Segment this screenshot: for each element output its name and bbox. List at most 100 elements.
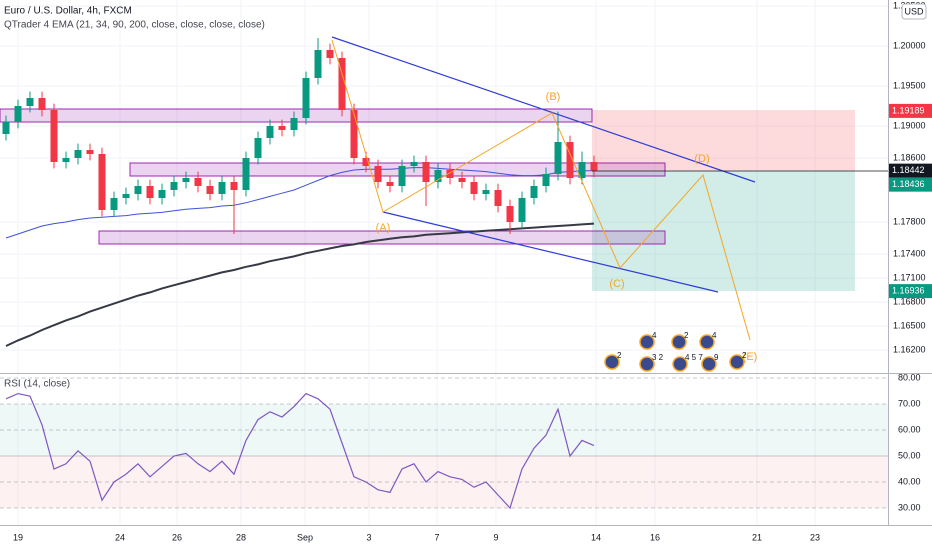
candle-body <box>494 190 502 206</box>
price-tag-label: 1.18442 <box>892 165 925 175</box>
grid <box>0 0 888 525</box>
candle-body <box>50 110 58 162</box>
y-tick-label: 1.17100 <box>893 272 926 282</box>
candle-body <box>530 186 538 198</box>
x-tick-label: 26 <box>172 532 182 542</box>
x-tick-label: 23 <box>810 532 820 542</box>
candle-body <box>386 182 394 186</box>
y-tick-label: 1.16200 <box>893 344 926 354</box>
event-icon[interactable] <box>604 354 620 370</box>
price-tag <box>889 163 932 178</box>
candle-body <box>98 154 106 210</box>
candle-body <box>554 142 562 174</box>
candle-body <box>218 182 226 194</box>
currency: USD <box>904 6 924 16</box>
rsi-tick-label: 40.00 <box>898 476 921 486</box>
candle-body <box>86 150 94 154</box>
x-tick-label: 7 <box>435 532 440 542</box>
candle-body <box>362 158 370 166</box>
event-icon[interactable] <box>699 334 715 350</box>
y-tick-label: 1.17800 <box>893 216 926 226</box>
event-count: 2 <box>742 351 747 360</box>
x-tick-label: 24 <box>115 532 125 542</box>
candle-body <box>506 206 514 222</box>
x-tick-label: 9 <box>493 532 498 542</box>
rsi-tick-label: 50.00 <box>898 450 921 460</box>
candle-body <box>182 178 190 182</box>
event-count: 2 <box>684 331 689 340</box>
candle-body <box>26 98 34 106</box>
candle-body <box>590 162 598 171</box>
price-tag <box>889 284 932 299</box>
event-icon[interactable] <box>701 356 717 372</box>
candle-body <box>326 50 334 58</box>
x-tick-label: 3 <box>366 532 371 542</box>
pattern-label: (D) <box>694 153 709 165</box>
candle-body <box>170 182 178 190</box>
rsi-tick-label: 70.00 <box>898 398 921 408</box>
candle-body <box>422 162 430 182</box>
candle-body <box>122 194 130 198</box>
candle-body <box>62 158 70 162</box>
ema-line <box>5 222 595 347</box>
x-tick-label: 21 <box>752 532 762 542</box>
candle-body <box>254 138 262 158</box>
indicator-legend: QTrader 4 EMA (21, 34, 90, 200, close, c… <box>4 20 265 31</box>
rsi-tick-label: 60.00 <box>898 424 921 434</box>
candle-body <box>374 166 382 182</box>
candle-body <box>410 162 418 166</box>
candle-body <box>158 190 166 198</box>
x-tick-label: 16 <box>650 532 660 542</box>
event-count: 9 <box>714 353 719 362</box>
event-count: 4 <box>712 331 717 340</box>
candle-body <box>518 198 526 222</box>
y-tick-label: 1.19000 <box>893 120 926 130</box>
candle-body <box>14 106 22 122</box>
x-tick-label: 28 <box>236 532 246 542</box>
candle-body <box>482 190 490 194</box>
candle-body <box>578 162 586 178</box>
event-icon[interactable] <box>729 354 745 370</box>
rsi-tick-label: 80.00 <box>898 372 921 382</box>
zone <box>98 230 666 245</box>
currency-box[interactable] <box>901 3 927 20</box>
event-icon[interactable] <box>672 356 688 372</box>
zone <box>129 162 666 177</box>
y-tick-label: 1.19500 <box>893 80 926 90</box>
stop-zone <box>592 110 855 171</box>
x-tick-label: Sep <box>297 532 313 542</box>
candle-body <box>566 142 574 178</box>
event-icon[interactable] <box>671 334 687 350</box>
pattern-label: (A) <box>376 222 391 234</box>
rsi-tick-label: 30.00 <box>898 502 921 512</box>
candles <box>2 38 598 234</box>
event-icon[interactable] <box>639 334 655 350</box>
rsi <box>5 392 595 510</box>
rsi-lower-band <box>0 456 888 508</box>
candle-body <box>542 174 550 186</box>
lines <box>5 167 595 347</box>
trendline <box>331 36 756 183</box>
candle-body <box>242 158 250 190</box>
candle-body <box>470 182 478 194</box>
candle-body <box>266 126 274 138</box>
candle-body <box>110 198 118 210</box>
ema-line <box>5 167 594 239</box>
candle-body <box>458 178 466 182</box>
candle-body <box>230 182 238 190</box>
candle-body <box>434 170 442 182</box>
candle-body <box>446 170 454 178</box>
candle-body <box>2 122 10 134</box>
pattern-label: (E) <box>743 351 758 363</box>
event-icon[interactable] <box>639 356 655 372</box>
y-tick-label: 1.18600 <box>893 152 926 162</box>
y-tick-label: 1.20000 <box>893 40 926 50</box>
chart-title: Euro / U.S. Dollar, 4h, FXCM <box>4 6 132 17</box>
candle-body <box>290 118 298 130</box>
price-tag-label: 1.19189 <box>892 105 925 115</box>
y-tick-label: 1.16800 <box>893 296 926 306</box>
y-tick-label: 1.17400 <box>893 248 926 258</box>
